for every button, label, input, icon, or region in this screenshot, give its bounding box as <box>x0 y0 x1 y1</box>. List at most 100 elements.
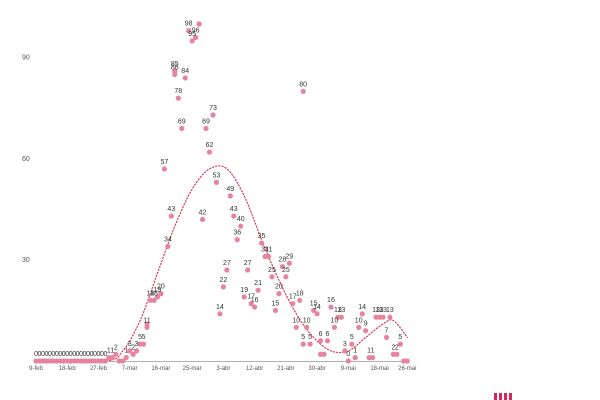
data-point <box>234 237 240 243</box>
x-tick-label: 27-feb <box>90 366 108 372</box>
data-point <box>245 267 251 273</box>
x-tick-label: 3-abr <box>216 366 230 372</box>
data-label: 13 <box>372 307 380 314</box>
data-label: 3 <box>135 341 139 348</box>
data-label: 0 <box>93 351 97 358</box>
data-point <box>279 264 285 270</box>
data-point <box>179 125 185 132</box>
data-point <box>231 213 237 219</box>
data-label: 20 <box>275 284 283 291</box>
data-label: 0 <box>55 351 59 358</box>
data-point <box>359 311 365 317</box>
data-point <box>272 307 279 314</box>
data-point <box>123 355 129 361</box>
data-label: 73 <box>209 105 217 112</box>
data-point <box>102 358 108 364</box>
data-label: 69 <box>202 118 210 125</box>
data-label: 34 <box>164 236 172 243</box>
data-label: 14 <box>313 304 321 311</box>
data-point <box>314 311 320 317</box>
data-label: 40 <box>237 216 245 223</box>
data-point <box>258 240 265 246</box>
data-label: 20 <box>157 284 165 291</box>
data-point <box>175 95 181 101</box>
data-point <box>394 351 400 357</box>
data-label: 15 <box>310 300 318 307</box>
data-point <box>158 291 164 297</box>
data-label: 0 <box>72 351 76 358</box>
data-label: 25 <box>282 267 290 274</box>
data-point <box>199 216 206 223</box>
data-point <box>317 351 324 357</box>
data-label: 36 <box>233 230 241 237</box>
data-labels: 0 0 0 0 0 0 0 0 0 0 0 0 0 0 0 0 0 0 0 0 0 1 1 2 13 2 35 51818192057… <box>34 21 402 358</box>
data-label: 31 <box>265 247 273 254</box>
x-tick-label: 18-feb <box>59 366 77 372</box>
data-label: 0 <box>100 351 104 358</box>
x-tick-label: 9-feb <box>29 366 43 372</box>
data-label: 6 <box>326 331 330 338</box>
trend-line <box>35 165 408 363</box>
data-label: 5 <box>350 334 354 341</box>
data-label: 0 <box>38 351 42 358</box>
data-label: 3 <box>128 341 132 348</box>
x-tick-label: 26-mai <box>398 366 416 372</box>
x-tick-label: 7-mar <box>122 366 138 372</box>
y-axis-ticks: 90 60 30 <box>22 55 30 264</box>
data-label: 1 <box>353 348 357 355</box>
data-point <box>151 297 157 303</box>
data-point <box>387 314 393 320</box>
data-point <box>186 28 192 34</box>
data-label: 0 <box>90 351 94 358</box>
y-tick-label: 30 <box>22 257 30 264</box>
data-label: 0 <box>76 351 80 358</box>
data-label: 13 <box>376 307 384 314</box>
data-label: 95 <box>188 31 196 38</box>
data-label: 27 <box>244 260 252 267</box>
x-axis-ticks: 9-feb 18-feb 27-feb 7-mar 16-mar 25-mar 3-abr 1… <box>29 366 416 372</box>
data-label: 18 <box>147 290 155 297</box>
data-label: 2 <box>114 344 118 351</box>
data-label: 0 <box>48 351 52 358</box>
data-label: 22 <box>219 277 227 284</box>
data-label: 0 <box>83 351 87 358</box>
x-tick-label: 21-abr <box>277 366 294 372</box>
x-tick-label: 9-mai <box>341 366 356 372</box>
data-point <box>182 75 188 81</box>
data-label: 7 <box>385 327 389 334</box>
data-label: 84 <box>181 68 189 75</box>
data-point <box>168 213 174 219</box>
data-point <box>203 125 209 132</box>
data-point <box>324 338 331 344</box>
data-point <box>206 149 213 155</box>
data-point <box>252 304 258 310</box>
x-tick-label: 16-mar <box>151 366 170 372</box>
data-label: 29 <box>285 253 293 260</box>
data-label: 0 <box>103 351 107 358</box>
data-point <box>241 294 247 300</box>
data-point <box>311 307 317 314</box>
data-point <box>165 243 171 250</box>
data-point <box>380 314 386 320</box>
data-point <box>300 341 306 347</box>
data-point <box>127 348 133 354</box>
data-point <box>286 260 292 266</box>
data-point <box>238 223 244 229</box>
data-point <box>307 341 313 347</box>
data-point <box>401 358 407 364</box>
data-label: 16 <box>251 297 259 304</box>
data-label: 85 <box>171 61 179 68</box>
data-point <box>328 304 334 310</box>
data-label: 19 <box>240 287 248 294</box>
data-point <box>304 324 310 330</box>
data-label: 5 <box>138 334 142 341</box>
data-label: 49 <box>226 186 234 193</box>
data-point <box>352 355 358 361</box>
data-point <box>397 341 403 347</box>
data-points <box>33 21 410 364</box>
data-point <box>331 324 338 330</box>
data-label: 13 <box>337 307 345 314</box>
data-label: 1 <box>367 348 371 355</box>
data-label: 0 <box>97 351 101 358</box>
